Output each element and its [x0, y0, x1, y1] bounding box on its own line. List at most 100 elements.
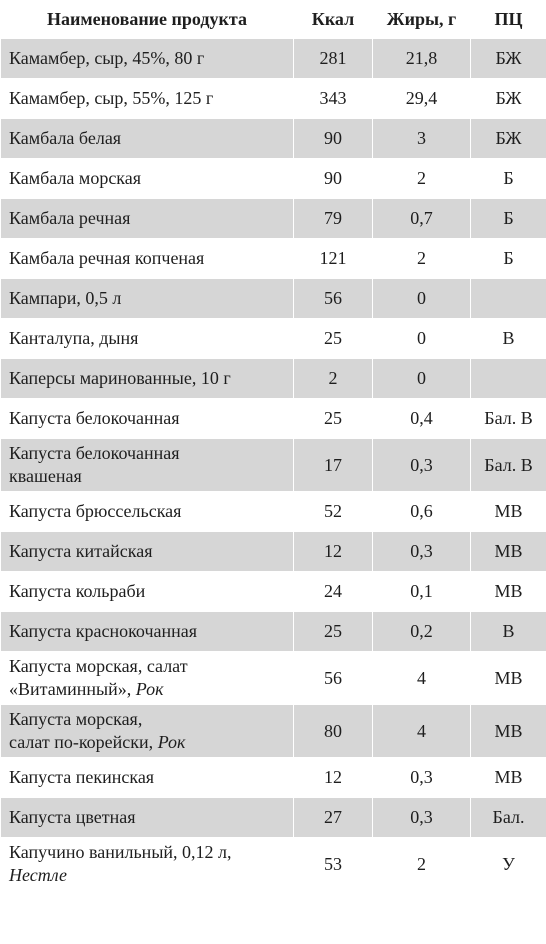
table-row: Капуста краснокочанная 25 0,2 В: [0, 611, 546, 652]
cell-product-name: Капуста морская, салат по-корейски, Рок: [0, 704, 294, 758]
cell-fat: 2: [372, 158, 471, 199]
table-row: Канталупа, дыня 25 0 В: [0, 318, 546, 359]
header-kcal: Ккал: [293, 0, 373, 39]
product-name-text: «Витаминный»,: [9, 679, 136, 699]
product-brand: Нестле: [9, 865, 68, 885]
table-row: Кампари, 0,5 л 56 0: [0, 278, 546, 319]
table-row: Капуста белокочанная квашеная 17 0,3 Бал…: [0, 438, 546, 492]
product-name-line: «Витаминный», Рок: [9, 678, 293, 701]
cell-pc: МВ: [470, 757, 546, 798]
cell-fat: 0,3: [372, 797, 471, 838]
cell-product-name: Капуста белокочанная: [0, 398, 294, 439]
cell-kcal: 12: [293, 531, 373, 572]
table-row: Камамбер, сыр, 55%, 125 г 343 29,4 БЖ: [0, 78, 546, 119]
table-row: Камбала речная копченая 121 2 Б: [0, 238, 546, 279]
cell-product-name: Капуста морская, салат «Витаминный», Рок: [0, 651, 294, 705]
cell-fat: 2: [372, 238, 471, 279]
cell-pc: В: [470, 318, 546, 359]
cell-product-name: Камбала морская: [0, 158, 294, 199]
cell-product-name: Капуста цветная: [0, 797, 294, 838]
cell-fat: 3: [372, 118, 471, 159]
header-row: Наименование продукта Ккал Жиры, г ПЦ: [0, 0, 546, 39]
cell-product-name: Капуста брюссельская: [0, 491, 294, 532]
cell-fat: 0: [372, 318, 471, 359]
table-row: Камбала речная 79 0,7 Б: [0, 198, 546, 239]
nutrition-table: Наименование продукта Ккал Жиры, г ПЦ Ка…: [0, 0, 546, 891]
cell-pc: МВ: [470, 491, 546, 532]
cell-product-name: Капучино ванильный, 0,12 л, Нестле: [0, 837, 294, 891]
cell-fat: 2: [372, 837, 471, 891]
cell-fat: 0,7: [372, 198, 471, 239]
cell-fat: 21,8: [372, 38, 471, 79]
table-row: Капуста пекинская 12 0,3 МВ: [0, 757, 546, 798]
cell-kcal: 12: [293, 757, 373, 798]
product-name-text: салат по-корейски,: [9, 732, 158, 752]
cell-pc: Б: [470, 198, 546, 239]
table-row: Камбала белая 90 3 БЖ: [0, 118, 546, 159]
table-row: Капуста кольраби 24 0,1 МВ: [0, 571, 546, 612]
cell-pc: [470, 278, 546, 319]
cell-pc: [470, 358, 546, 399]
cell-fat: 0,1: [372, 571, 471, 612]
cell-kcal: 53: [293, 837, 373, 891]
cell-kcal: 24: [293, 571, 373, 612]
table-row: Капуста цветная 27 0,3 Бал.: [0, 797, 546, 838]
cell-product-name: Камбала речная: [0, 198, 294, 239]
cell-product-name: Капуста китайская: [0, 531, 294, 572]
table-row: Капуста китайская 12 0,3 МВ: [0, 531, 546, 572]
cell-fat: 4: [372, 704, 471, 758]
cell-pc: БЖ: [470, 78, 546, 119]
cell-kcal: 2: [293, 358, 373, 399]
cell-pc: Б: [470, 158, 546, 199]
cell-pc: МВ: [470, 571, 546, 612]
cell-product-name: Камамбер, сыр, 45%, 80 г: [0, 38, 294, 79]
product-name-line: Капуста белокочанная: [9, 443, 180, 463]
product-name-line: салат по-корейски, Рок: [9, 731, 293, 754]
cell-kcal: 25: [293, 318, 373, 359]
product-name-line: Капуста морская,: [9, 709, 143, 729]
cell-pc: МВ: [470, 651, 546, 705]
cell-fat: 0: [372, 278, 471, 319]
product-brand: Рок: [157, 732, 186, 752]
table-row: Капуста белокочанная 25 0,4 Бал. В: [0, 398, 546, 439]
cell-fat: 0,6: [372, 491, 471, 532]
cell-fat: 0,2: [372, 611, 471, 652]
cell-kcal: 27: [293, 797, 373, 838]
cell-product-name: Камбала речная копченая: [0, 238, 294, 279]
cell-kcal: 56: [293, 651, 373, 705]
cell-pc: БЖ: [470, 38, 546, 79]
cell-kcal: 79: [293, 198, 373, 239]
cell-pc: У: [470, 837, 546, 891]
table-row: Камамбер, сыр, 45%, 80 г 281 21,8 БЖ: [0, 38, 546, 79]
cell-kcal: 25: [293, 398, 373, 439]
table-row: Камбала морская 90 2 Б: [0, 158, 546, 199]
cell-fat: 0,3: [372, 531, 471, 572]
product-brand: Рок: [135, 679, 164, 699]
cell-fat: 29,4: [372, 78, 471, 119]
table-header: Наименование продукта Ккал Жиры, г ПЦ: [0, 0, 546, 39]
cell-kcal: 52: [293, 491, 373, 532]
cell-fat: 0,3: [372, 438, 471, 492]
cell-pc: МВ: [470, 531, 546, 572]
cell-product-name: Капуста пекинская: [0, 757, 294, 798]
table-row: Капуста морская, салат «Витаминный», Рок…: [0, 651, 546, 705]
table-row: Капуста брюссельская 52 0,6 МВ: [0, 491, 546, 532]
header-product-name: Наименование продукта: [0, 0, 294, 39]
cell-product-name: Канталупа, дыня: [0, 318, 294, 359]
cell-product-name: Кампари, 0,5 л: [0, 278, 294, 319]
cell-pc: Б: [470, 238, 546, 279]
cell-kcal: 56: [293, 278, 373, 319]
cell-product-name: Камбала белая: [0, 118, 294, 159]
cell-kcal: 343: [293, 78, 373, 119]
header-pc: ПЦ: [470, 0, 546, 39]
cell-kcal: 90: [293, 118, 373, 159]
cell-fat: 0: [372, 358, 471, 399]
product-name-line: Капучино ванильный, 0,12 л,: [9, 842, 232, 862]
cell-product-name: Камамбер, сыр, 55%, 125 г: [0, 78, 294, 119]
cell-product-name: Капуста белокочанная квашеная: [0, 438, 294, 492]
cell-fat: 0,4: [372, 398, 471, 439]
cell-product-name: Каперсы маринованные, 10 г: [0, 358, 294, 399]
cell-kcal: 17: [293, 438, 373, 492]
cell-kcal: 80: [293, 704, 373, 758]
cell-kcal: 281: [293, 38, 373, 79]
